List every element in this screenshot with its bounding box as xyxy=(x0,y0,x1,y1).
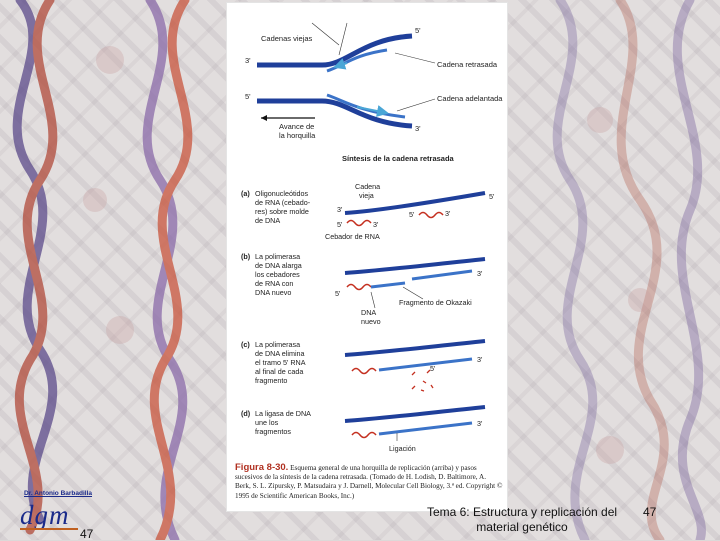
svg-text:fragmento: fragmento xyxy=(255,376,287,385)
svg-text:de DNA: de DNA xyxy=(255,216,280,225)
leading-new-strand xyxy=(326,93,406,119)
dgm-logo: dgm xyxy=(20,500,70,530)
svg-text:DNA: DNA xyxy=(361,308,376,317)
author-link[interactable]: Dr. Antonio Barbadilla xyxy=(24,490,93,497)
svg-text:res) sobre molde: res) sobre molde xyxy=(255,207,309,216)
svg-text:(c): (c) xyxy=(241,340,250,349)
svg-text:3': 3' xyxy=(373,220,379,229)
svg-text:5': 5' xyxy=(337,220,343,229)
okazaki-fragment-b xyxy=(370,281,406,289)
removed-primer-fragments xyxy=(411,369,434,392)
label-rna-primer: Cebador de RNA xyxy=(325,232,380,241)
svg-text:3': 3' xyxy=(337,205,343,214)
label-5prime-top: 5' xyxy=(415,26,421,35)
figure-caption: Figura 8-30. Esquema general de una horq… xyxy=(235,463,503,501)
svg-text:vieja: vieja xyxy=(359,191,374,200)
template-strand-b xyxy=(344,257,486,275)
template-strand-d xyxy=(344,405,486,423)
old-strand-top xyxy=(257,33,413,68)
svg-text:Oligonucleótidos: Oligonucleótidos xyxy=(255,189,309,198)
step-a: (a) Oligonucleótidos de RNA (cebado- res… xyxy=(241,182,495,241)
svg-text:de RNA con: de RNA con xyxy=(255,279,293,288)
replication-fork-figure: Cadenas viejas 5' 3' Cadena retrasada 5'… xyxy=(241,22,503,453)
svg-text:DNA nuevo: DNA nuevo xyxy=(255,288,291,297)
step-d: (d) La ligasa de DNA une los fragmentos … xyxy=(241,405,486,453)
svg-text:de DNA elimina: de DNA elimina xyxy=(255,349,305,358)
svg-text:Cadena: Cadena xyxy=(355,182,380,191)
svg-text:5': 5' xyxy=(489,192,495,201)
svg-text:3': 3' xyxy=(445,209,451,218)
svg-text:5': 5' xyxy=(430,364,436,373)
primer-d1 xyxy=(351,431,377,439)
svg-text:(b): (b) xyxy=(241,252,251,261)
label-leading-strand: Cadena adelantada xyxy=(437,94,503,103)
svg-text:el tramo 5' RNA: el tramo 5' RNA xyxy=(255,358,306,367)
section-title: Síntesis de la cadena retrasada xyxy=(342,154,455,163)
svg-text:La polimerasa: La polimerasa xyxy=(255,252,300,261)
label-fork-advance-2: la horquilla xyxy=(279,131,316,140)
lagging-new-strand xyxy=(326,48,388,73)
label-3prime-left: 3' xyxy=(245,56,251,65)
step-b: (b) La polimerasa de DNA alarga los ceba… xyxy=(241,252,486,326)
primer-b1 xyxy=(346,283,372,291)
footer-title: Tema 6: Estructura y replicación del mat… xyxy=(426,505,618,534)
svg-text:fragmentos: fragmentos xyxy=(255,427,291,436)
label-lagging-strand: Cadena retrasada xyxy=(437,60,498,69)
primer-a2 xyxy=(418,211,444,219)
leading-arrow xyxy=(356,105,389,117)
template-strand-c xyxy=(344,339,486,357)
svg-text:une los: une los xyxy=(255,418,279,427)
svg-text:al final de cada: al final de cada xyxy=(255,367,303,376)
template-strand-a xyxy=(344,191,486,215)
label-fork-advance-1: Avance de xyxy=(279,122,314,131)
logo-underline xyxy=(20,528,78,530)
slide-number-left: 47 xyxy=(80,527,94,541)
svg-text:3': 3' xyxy=(477,355,483,364)
svg-text:La polimerasa: La polimerasa xyxy=(255,340,300,349)
slide-number-right: 47 xyxy=(643,505,657,519)
replication-fork-diagram: Cadenas viejas 5' 3' Cadena retrasada 5'… xyxy=(245,22,503,140)
label-3prime-bottom: 3' xyxy=(415,124,421,133)
svg-text:3': 3' xyxy=(477,269,483,278)
primer-a1 xyxy=(346,219,372,227)
okazaki-fragment-c xyxy=(378,357,473,372)
svg-text:de DNA alarga: de DNA alarga xyxy=(255,261,302,270)
svg-text:5': 5' xyxy=(409,210,415,219)
svg-text:de RNA (cebado-: de RNA (cebado- xyxy=(255,198,311,207)
svg-text:(d): (d) xyxy=(241,409,251,418)
svg-text:nuevo: nuevo xyxy=(361,317,381,326)
svg-text:(a): (a) xyxy=(241,189,250,198)
lagging-arrow xyxy=(333,58,348,70)
figure-number: Figura 8-30. xyxy=(235,462,289,473)
svg-text:3': 3' xyxy=(477,419,483,428)
caption-text: Esquema general de una horquilla de repl… xyxy=(235,464,503,500)
label-okazaki: Fragmento de Okazaki xyxy=(399,298,472,307)
step-c: (c) La polimerasa de DNA elimina el tram… xyxy=(241,339,486,392)
svg-text:los cebadores: los cebadores xyxy=(255,270,300,279)
label-old-chains: Cadenas viejas xyxy=(261,34,313,43)
label-5prime-left: 5' xyxy=(245,92,251,101)
old-strand-bottom xyxy=(257,98,413,129)
figure-panel: Cadenas viejas 5' 3' Cadena retrasada 5'… xyxy=(226,2,508,512)
primer-c1 xyxy=(351,367,377,375)
label-ligation: Ligación xyxy=(389,444,416,453)
svg-text:La ligasa de DNA: La ligasa de DNA xyxy=(255,409,311,418)
ligated-strand-d xyxy=(378,421,473,436)
svg-text:5': 5' xyxy=(335,289,341,298)
